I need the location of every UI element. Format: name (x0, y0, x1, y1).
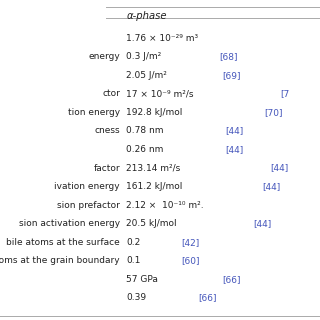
Text: 20.5 kJ/mol: 20.5 kJ/mol (126, 219, 177, 228)
Text: [42]: [42] (181, 238, 199, 247)
Text: tion energy: tion energy (68, 108, 120, 117)
Text: 2.12 ×  10⁻¹⁰ m².: 2.12 × 10⁻¹⁰ m². (126, 201, 204, 210)
Text: [7: [7 (280, 89, 289, 98)
Text: cness: cness (94, 126, 120, 135)
Text: bile atoms at the surface: bile atoms at the surface (6, 238, 120, 247)
Text: 0.26 nm: 0.26 nm (126, 145, 164, 154)
Text: 0.39: 0.39 (126, 293, 147, 302)
Text: 0.3 J/m²: 0.3 J/m² (126, 52, 162, 61)
Text: energy: energy (88, 52, 120, 61)
Text: 2.05 J/m²: 2.05 J/m² (126, 71, 167, 80)
Text: [68]: [68] (219, 52, 238, 61)
Text: factor: factor (93, 164, 120, 172)
Text: [44]: [44] (253, 219, 271, 228)
Text: [44]: [44] (226, 126, 244, 135)
Text: [69]: [69] (222, 71, 241, 80)
Text: ctor: ctor (102, 89, 120, 98)
Text: 0.1: 0.1 (126, 256, 141, 265)
Text: 17 × 10⁻⁹ m²/s: 17 × 10⁻⁹ m²/s (126, 89, 194, 98)
Text: 161.2 kJ/mol: 161.2 kJ/mol (126, 182, 183, 191)
Text: 0.2: 0.2 (126, 238, 141, 247)
Text: [44]: [44] (270, 164, 289, 172)
Text: sion prefactor: sion prefactor (57, 201, 120, 210)
Text: [70]: [70] (264, 108, 283, 117)
Text: ivation energy: ivation energy (54, 182, 120, 191)
Text: 213.14 m²/s: 213.14 m²/s (126, 164, 181, 172)
Text: sion activation energy: sion activation energy (19, 219, 120, 228)
Text: 57 GPa: 57 GPa (126, 275, 158, 284)
Text: [44]: [44] (262, 182, 281, 191)
Text: 192.8 kJ/mol: 192.8 kJ/mol (126, 108, 183, 117)
Text: [66]: [66] (198, 293, 217, 302)
Text: 1.76 × 10⁻²⁹ m³: 1.76 × 10⁻²⁹ m³ (126, 34, 198, 43)
Text: [60]: [60] (181, 256, 199, 265)
Text: [44]: [44] (226, 145, 244, 154)
Text: [66]: [66] (222, 275, 241, 284)
Text: 0.78 nm: 0.78 nm (126, 126, 164, 135)
Text: bile atoms at the grain boundary: bile atoms at the grain boundary (0, 256, 120, 265)
Text: α-phase: α-phase (126, 11, 167, 21)
